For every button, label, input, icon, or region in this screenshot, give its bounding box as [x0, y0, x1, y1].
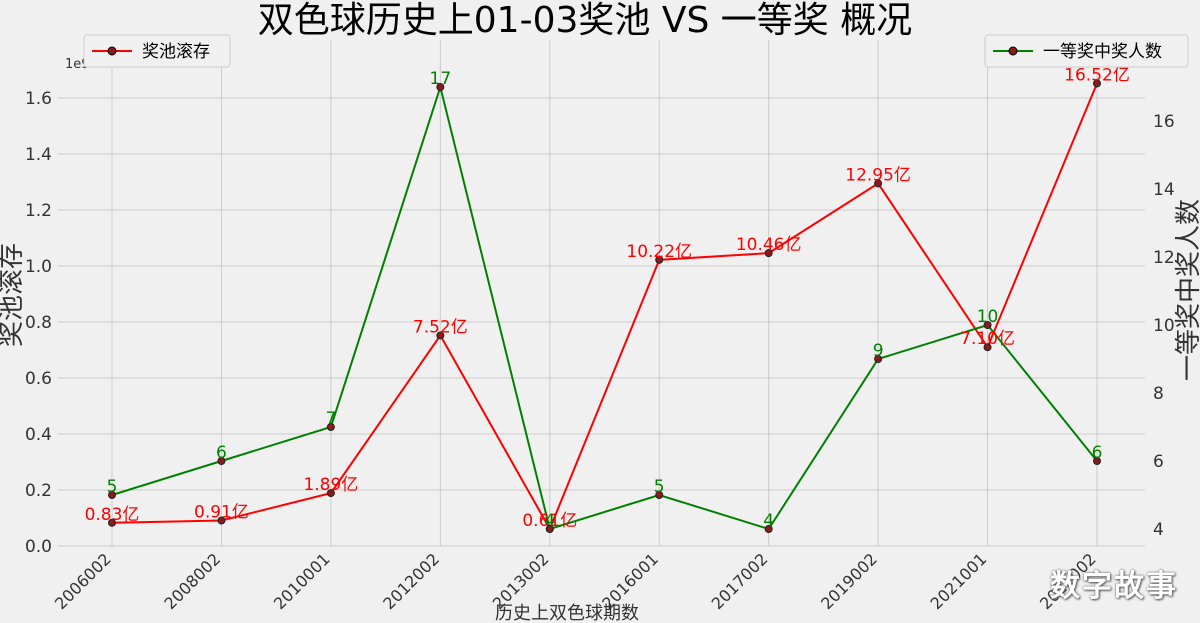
legend-right: 一等奖中奖人数	[984, 34, 1189, 68]
y2-tick-label: 4	[1153, 520, 1164, 540]
series-0-point	[217, 516, 226, 525]
y2-tick-label: 10	[1153, 316, 1175, 336]
y2-tick-label: 16	[1153, 112, 1175, 132]
legend-left-marker	[107, 46, 117, 56]
x-tick-label: 2010001	[270, 549, 334, 613]
series-0-point	[874, 179, 883, 188]
series-1-data-label: 17	[430, 69, 452, 89]
x-axis-label: 历史上双色球期数	[495, 603, 639, 623]
series-1-data-label: 10	[977, 307, 999, 327]
series-0-data-label: 12.95亿	[845, 165, 911, 185]
series-0-point	[108, 518, 116, 527]
y-tick-label: 1.4	[25, 145, 52, 165]
series-1-point	[436, 83, 445, 91]
series-1-point	[545, 525, 554, 533]
series-0-data-label: 1.89亿	[303, 475, 358, 495]
series-0-data-label: 0.91亿	[194, 503, 249, 523]
series-1-point	[874, 355, 883, 363]
y2-tick-label: 8	[1153, 384, 1164, 404]
series-0-data-label: 0.83亿	[85, 505, 140, 525]
series-0-point	[764, 249, 773, 258]
y-tick-label: 0.2	[25, 481, 52, 501]
series-0-data-label: 10.46亿	[736, 235, 802, 255]
series-0-point	[655, 255, 664, 264]
x-tick-label: 2019002	[817, 549, 881, 613]
series-1-data-label: 7	[325, 409, 336, 429]
series-0-data-label: 10.22亿	[626, 242, 692, 262]
y-tick-label: 1.6	[25, 89, 52, 109]
y-tick-label: 0.4	[25, 425, 52, 445]
series-1-point	[108, 491, 116, 499]
series-1-data-label: 9	[873, 341, 884, 361]
x-tick-label: 2021001	[927, 549, 991, 613]
legend-left: 奖池滚存	[83, 34, 231, 68]
series-1-data-label: 4	[763, 511, 774, 531]
legend-right-label: 一等奖中奖人数	[1043, 42, 1162, 62]
y2-tick-label: 6	[1153, 452, 1164, 472]
series-0-point	[436, 331, 445, 340]
y2-tick-label: 12	[1153, 248, 1175, 268]
axes: 0.0 0.2 0.4 0.6 0.8 1.0 1.2 1.4 1.6 4 6 8 10 12 14 16 20…	[25, 89, 1175, 613]
series-0-point	[983, 343, 992, 352]
series-0-data-label: 0.61亿	[522, 511, 577, 531]
series-1-point	[326, 423, 335, 431]
chart-title: 双色球历史上01-03奖池 VS 一等奖 概况	[258, 0, 912, 41]
y-axis-label: 奖池滚存	[0, 243, 27, 347]
series-0-data-label: 7.10亿	[960, 329, 1015, 349]
series-1-data-label: 4	[544, 511, 555, 531]
series-0-data-label: 16.52亿	[1064, 65, 1130, 85]
series-1-data-label: 6	[216, 443, 227, 463]
data-labels: 0.83亿 0.91亿 1.89亿 7.52亿 0.61亿 10.22亿 10.46亿 12.…	[85, 65, 1130, 531]
y-tick-label: 1.0	[25, 257, 52, 277]
series-0-point	[1093, 79, 1101, 88]
y-tick-label: 1.2	[25, 201, 52, 221]
y-scale-note: 1e9	[65, 57, 90, 72]
series-1-data-label: 6	[1092, 443, 1103, 463]
grid	[58, 40, 1145, 547]
series-0-point	[326, 489, 335, 498]
x-tick-label: 2012002	[379, 549, 443, 613]
series-1-point	[983, 321, 992, 329]
legend-right-box	[984, 34, 1189, 68]
series-1-point	[217, 457, 226, 465]
series-1-data-label: 5	[107, 477, 118, 497]
y-tick-label: 0.0	[25, 537, 52, 557]
watermark: 数字故事	[1050, 569, 1178, 604]
legend-right-marker	[1008, 46, 1018, 56]
y2-axis-label: 一等奖中奖人数	[1174, 199, 1200, 381]
y-tick-label: 0.6	[25, 369, 52, 389]
series-1-point	[764, 525, 773, 533]
series	[108, 79, 1101, 533]
legend-left-box	[83, 34, 231, 68]
x-tick-label: 2017002	[708, 549, 772, 613]
series-line-0	[111, 83, 1098, 532]
y-tick-label: 0.8	[25, 313, 52, 333]
series-line-1	[111, 83, 1098, 531]
series-0-data-label: 7.52亿	[413, 317, 468, 337]
series-1-point	[1093, 457, 1101, 465]
x-tick-label: 2008002	[160, 549, 224, 613]
y2-tick-label: 14	[1153, 180, 1175, 200]
x-tick-label: 2006002	[51, 549, 115, 613]
legend-left-label: 奖池滚存	[142, 42, 210, 62]
series-1-point	[655, 491, 664, 499]
series-1-data-label: 5	[654, 477, 665, 497]
